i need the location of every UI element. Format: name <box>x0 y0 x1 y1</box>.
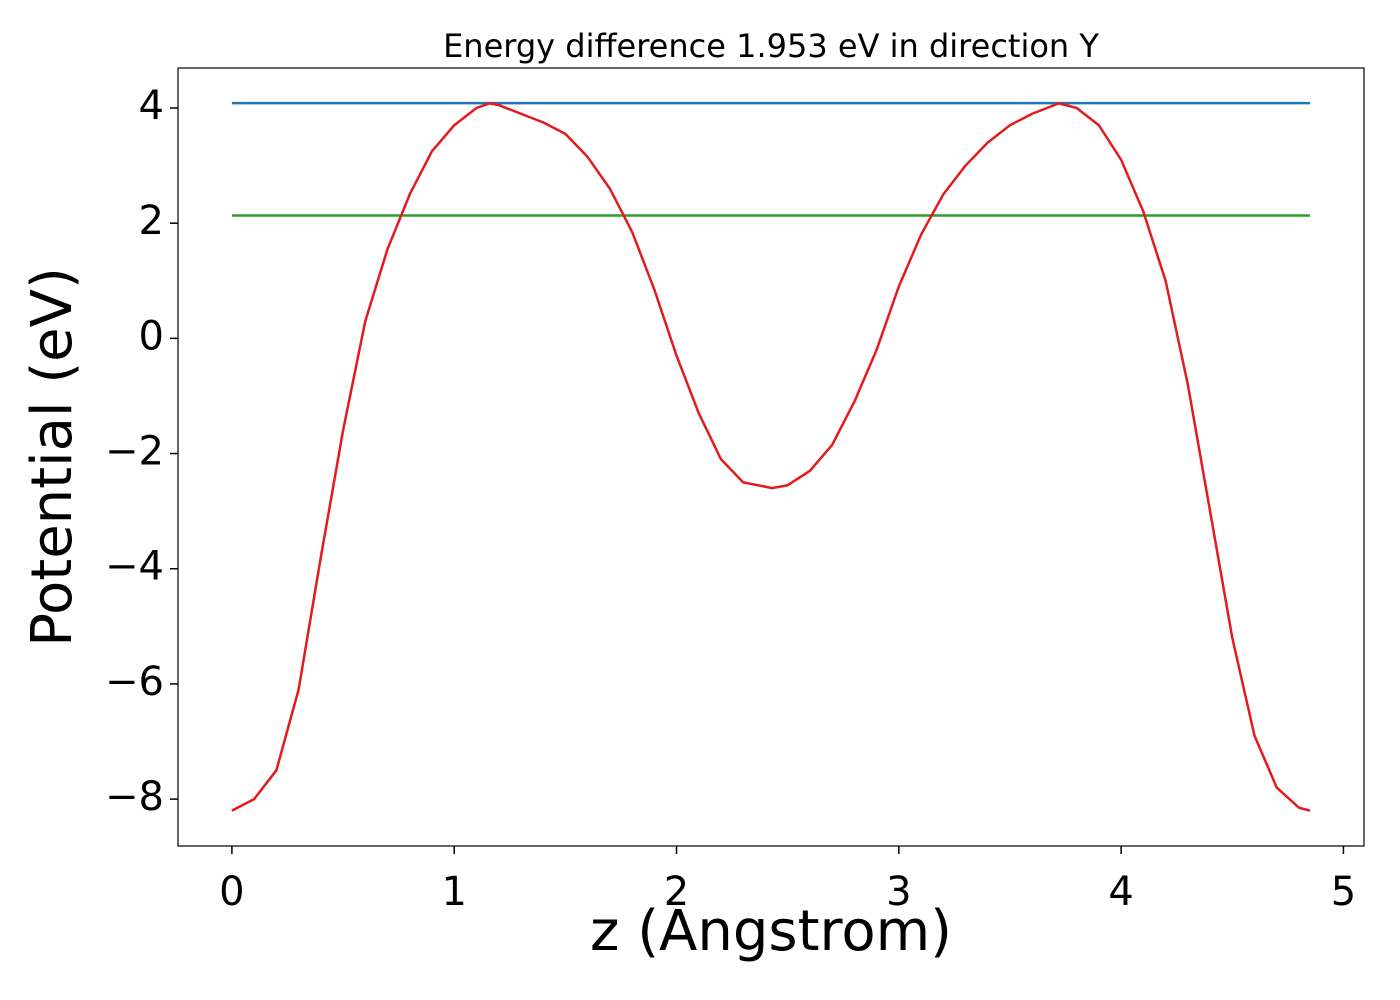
x-tick-label: 2 <box>664 869 689 915</box>
x-tick-label: 4 <box>1108 869 1133 915</box>
plot-frame <box>177 67 1365 847</box>
y-tick-label: 4 <box>139 83 164 129</box>
x-tick-label: 1 <box>441 869 466 915</box>
y-tick-label: 0 <box>139 313 164 359</box>
x-axis-label: z (Angstrom) <box>590 899 952 964</box>
y-axis-label: Potential (eV) <box>20 267 85 647</box>
y-tick-label: −6 <box>105 659 164 705</box>
y-tick-label: −2 <box>105 429 164 475</box>
x-tick-label: 5 <box>1331 869 1356 915</box>
x-tick-label: 3 <box>886 869 911 915</box>
x-tick-label: 0 <box>219 869 244 915</box>
chart-title: Energy difference 1.953 eV in direction … <box>443 27 1099 65</box>
line <box>231 102 1311 812</box>
y-tick-label: −8 <box>105 774 164 820</box>
y-tick-label: −4 <box>105 544 164 590</box>
y-tick-label: 2 <box>139 198 164 244</box>
